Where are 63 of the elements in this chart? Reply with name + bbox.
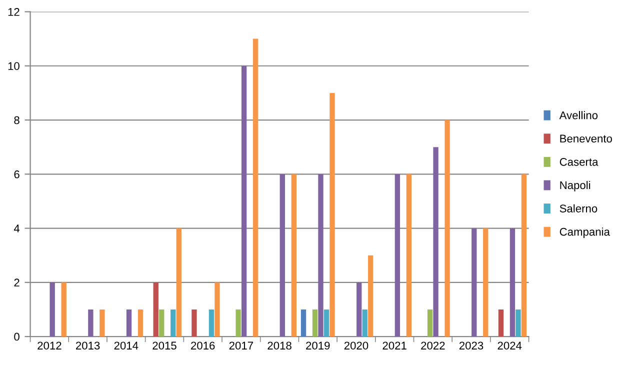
bar [312, 309, 318, 337]
legend-label: Salerno [560, 204, 598, 212]
y-tick-label: 4 [14, 224, 20, 232]
x-tick-label: 2016 [191, 342, 215, 350]
x-tick-label: 2014 [114, 342, 138, 350]
x-tick-label: 2018 [268, 342, 292, 350]
bar [356, 282, 362, 337]
bar [444, 120, 450, 337]
x-tick-label: 2022 [421, 342, 445, 350]
bar [516, 309, 521, 337]
bar [324, 309, 330, 337]
bar [61, 282, 66, 337]
bar [300, 309, 306, 337]
y-tick-label: 10 [8, 62, 20, 70]
bar [126, 309, 132, 337]
bar [50, 282, 55, 337]
x-tick-label: 2012 [38, 342, 62, 350]
y-tick-label: 2 [14, 278, 20, 286]
bar [88, 309, 94, 337]
legend-label: Campania [560, 228, 610, 238]
bar [214, 282, 220, 337]
bar [153, 282, 158, 337]
x-tick-label: 2024 [498, 342, 522, 350]
bar [368, 255, 374, 337]
legend-label: Benevento [560, 134, 612, 143]
y-tick-label: 0 [14, 332, 20, 341]
legend-label: Napoli [560, 180, 590, 192]
x-tick-label: 2017 [229, 342, 253, 350]
legend-label: Caserta [560, 158, 598, 166]
bar [330, 92, 335, 337]
bar [176, 228, 182, 337]
x-tick-label: 2020 [344, 342, 368, 350]
x-tick-label: 2019 [306, 342, 330, 350]
y-tick-label: 8 [14, 116, 20, 124]
bar [362, 309, 368, 337]
bar [159, 309, 164, 337]
bar [236, 309, 241, 337]
x-tick-label: 2015 [152, 342, 176, 350]
bar [192, 309, 197, 337]
bar [498, 309, 504, 337]
bar [521, 174, 527, 337]
legend-label: Avellino [559, 111, 598, 120]
bar [100, 309, 105, 337]
x-tick-label: 2023 [459, 342, 484, 350]
x-tick-label: 2021 [382, 342, 406, 350]
bar [138, 309, 144, 337]
x-tick-label: 2013 [76, 342, 100, 350]
bar [483, 228, 488, 337]
bar [208, 309, 214, 337]
bar [406, 174, 412, 337]
bar [252, 38, 258, 337]
bar [472, 228, 477, 337]
y-tick-label: 12 [8, 8, 20, 16]
bar [170, 309, 176, 337]
bar [280, 174, 285, 337]
bar [510, 228, 516, 337]
bar [427, 309, 433, 337]
y-tick-label: 6 [14, 170, 20, 178]
bar [394, 174, 400, 337]
bar [291, 174, 296, 337]
bar [318, 174, 324, 337]
bar [241, 66, 247, 337]
bar [433, 147, 438, 337]
